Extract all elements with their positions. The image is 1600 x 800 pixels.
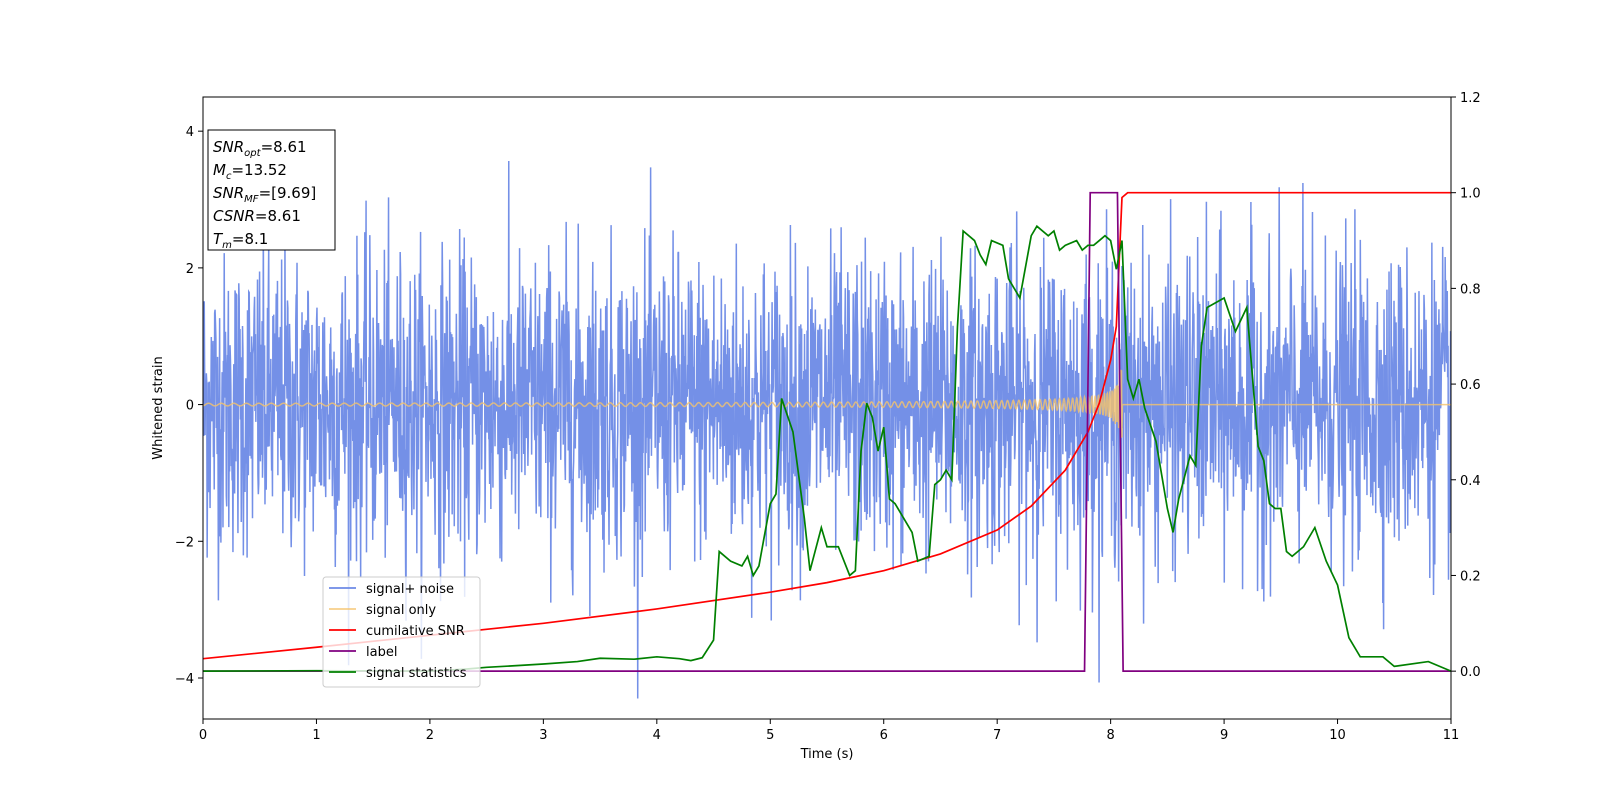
- plot-frame: [202, 96, 1452, 720]
- series-layer: [203, 161, 1451, 699]
- x-tick-label: 0: [199, 728, 207, 743]
- annotation-line: SNRMF=[9.69]: [213, 184, 316, 205]
- x-tick-label: 4: [653, 728, 661, 743]
- y-right-tick-label: 1.0: [1460, 187, 1481, 202]
- y-right-tick-label: 0.4: [1460, 474, 1481, 489]
- y-axis-right: 0.0 0.2 0.4 0.6 0.8 1.0 1.2: [1451, 91, 1481, 680]
- x-tick-label: 10: [1329, 728, 1346, 743]
- y-axis-label: Whitened strain: [151, 356, 166, 459]
- x-tick-label: 1: [312, 728, 320, 743]
- y-left-tick-label: −4: [175, 672, 194, 687]
- annotation-frame: [207, 129, 336, 251]
- y-right-tick-label: 0.8: [1460, 282, 1481, 297]
- legend-frame: [322, 576, 481, 688]
- x-tick-label: 6: [880, 728, 888, 743]
- annotation-line: Tm=8.1: [213, 230, 268, 251]
- y-left-tick-label: 0: [186, 399, 194, 414]
- x-tick-label: 7: [993, 728, 1001, 743]
- x-tick-label: 2: [426, 728, 434, 743]
- x-tick-label: 11: [1443, 728, 1460, 743]
- x-tick-label: 8: [1106, 728, 1114, 743]
- legend-label: signal only: [366, 603, 436, 618]
- series-signal-noise: [203, 161, 1451, 699]
- series-signal-statistics: [203, 224, 1451, 673]
- y-right-tick-label: 0.6: [1460, 378, 1481, 393]
- y-right-tick-label: 0.2: [1460, 569, 1481, 584]
- series-signal-only: [203, 369, 1451, 438]
- y-left-tick-label: −2: [175, 535, 194, 550]
- y-right-tick-label: 1.2: [1460, 91, 1481, 106]
- annotation-line: CSNR=8.61: [213, 207, 301, 225]
- y-right-tick-label: 0.0: [1460, 665, 1481, 680]
- y-axis-left: −4 −2 0 2 4: [175, 125, 203, 687]
- annotation-line: SNRopt=8.61: [213, 138, 307, 159]
- x-axis-label: Time (s): [800, 747, 854, 762]
- x-axis: 0 1 2 3 4 5 6 7 8 9 10 11: [199, 719, 1459, 743]
- legend: signal+ noise signal only cumilative SNR la…: [322, 576, 481, 688]
- legend-label: signal+ noise: [366, 582, 454, 597]
- x-tick-label: 3: [539, 728, 547, 743]
- series-cumulative-snr: [203, 191, 1451, 660]
- y-left-tick-label: 4: [186, 125, 194, 140]
- series-label: [203, 191, 1451, 672]
- legend-label: label: [366, 645, 397, 660]
- x-tick-label: 5: [766, 728, 774, 743]
- x-tick-label: 9: [1220, 728, 1228, 743]
- y-left-tick-label: 2: [186, 262, 194, 277]
- legend-label: cumilative SNR: [366, 624, 465, 639]
- annotation-line: Mc=13.52: [213, 161, 287, 182]
- legend-label: signal statistics: [366, 666, 467, 681]
